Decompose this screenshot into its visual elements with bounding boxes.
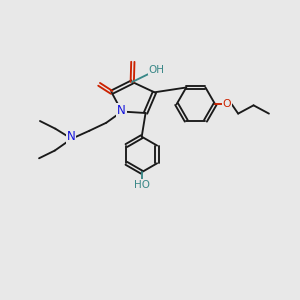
Text: N: N [117, 104, 126, 117]
Text: N: N [67, 130, 75, 143]
Text: HO: HO [134, 180, 150, 190]
Text: O: O [223, 99, 231, 109]
Text: OH: OH [149, 64, 165, 74]
